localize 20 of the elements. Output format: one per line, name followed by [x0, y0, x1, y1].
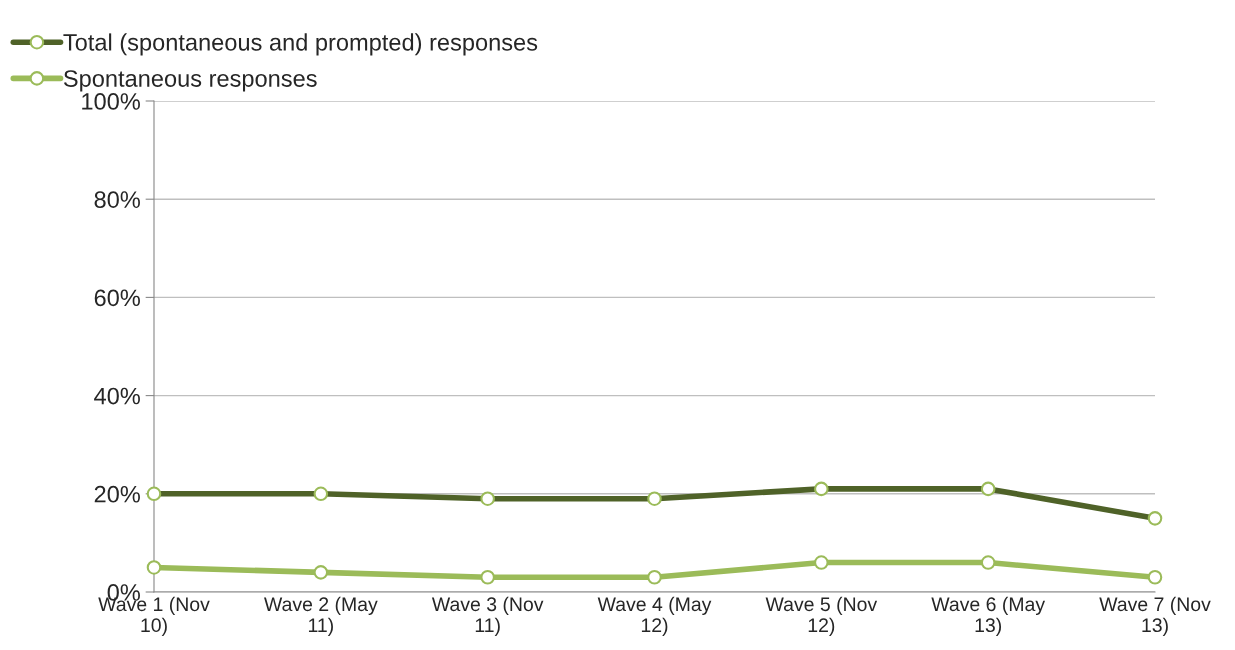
x-tick-label: Wave 4 (May 12) — [597, 596, 712, 636]
legend-label: Total (spontaneous and prompted) responses — [63, 33, 538, 56]
point — [480, 569, 495, 585]
x-tick-label: Wave 3 (Nov 11) — [431, 596, 544, 636]
x-tick-label: Wave 5 (Nov 12) — [765, 596, 878, 636]
y-tick-label: 100% — [82, 93, 140, 110]
point — [146, 560, 162, 575]
y-tick-label: 40% — [94, 387, 140, 405]
point — [980, 555, 996, 570]
point — [313, 565, 329, 580]
y-tick-label: 20% — [94, 485, 140, 503]
x-tick-label: Wave 2 (May 11) — [264, 596, 378, 636]
legend-label: Spontaneous responses — [63, 70, 317, 92]
y-tick-label: 60% — [94, 289, 140, 307]
x-tick-label: Wave 6 (May 13) — [931, 596, 1046, 636]
x-tick-label: Wave 7 (Nov 13) — [1099, 596, 1211, 636]
point — [647, 569, 662, 585]
y-tick-label: 80% — [94, 191, 140, 208]
point — [814, 555, 829, 570]
point — [1147, 569, 1163, 585]
